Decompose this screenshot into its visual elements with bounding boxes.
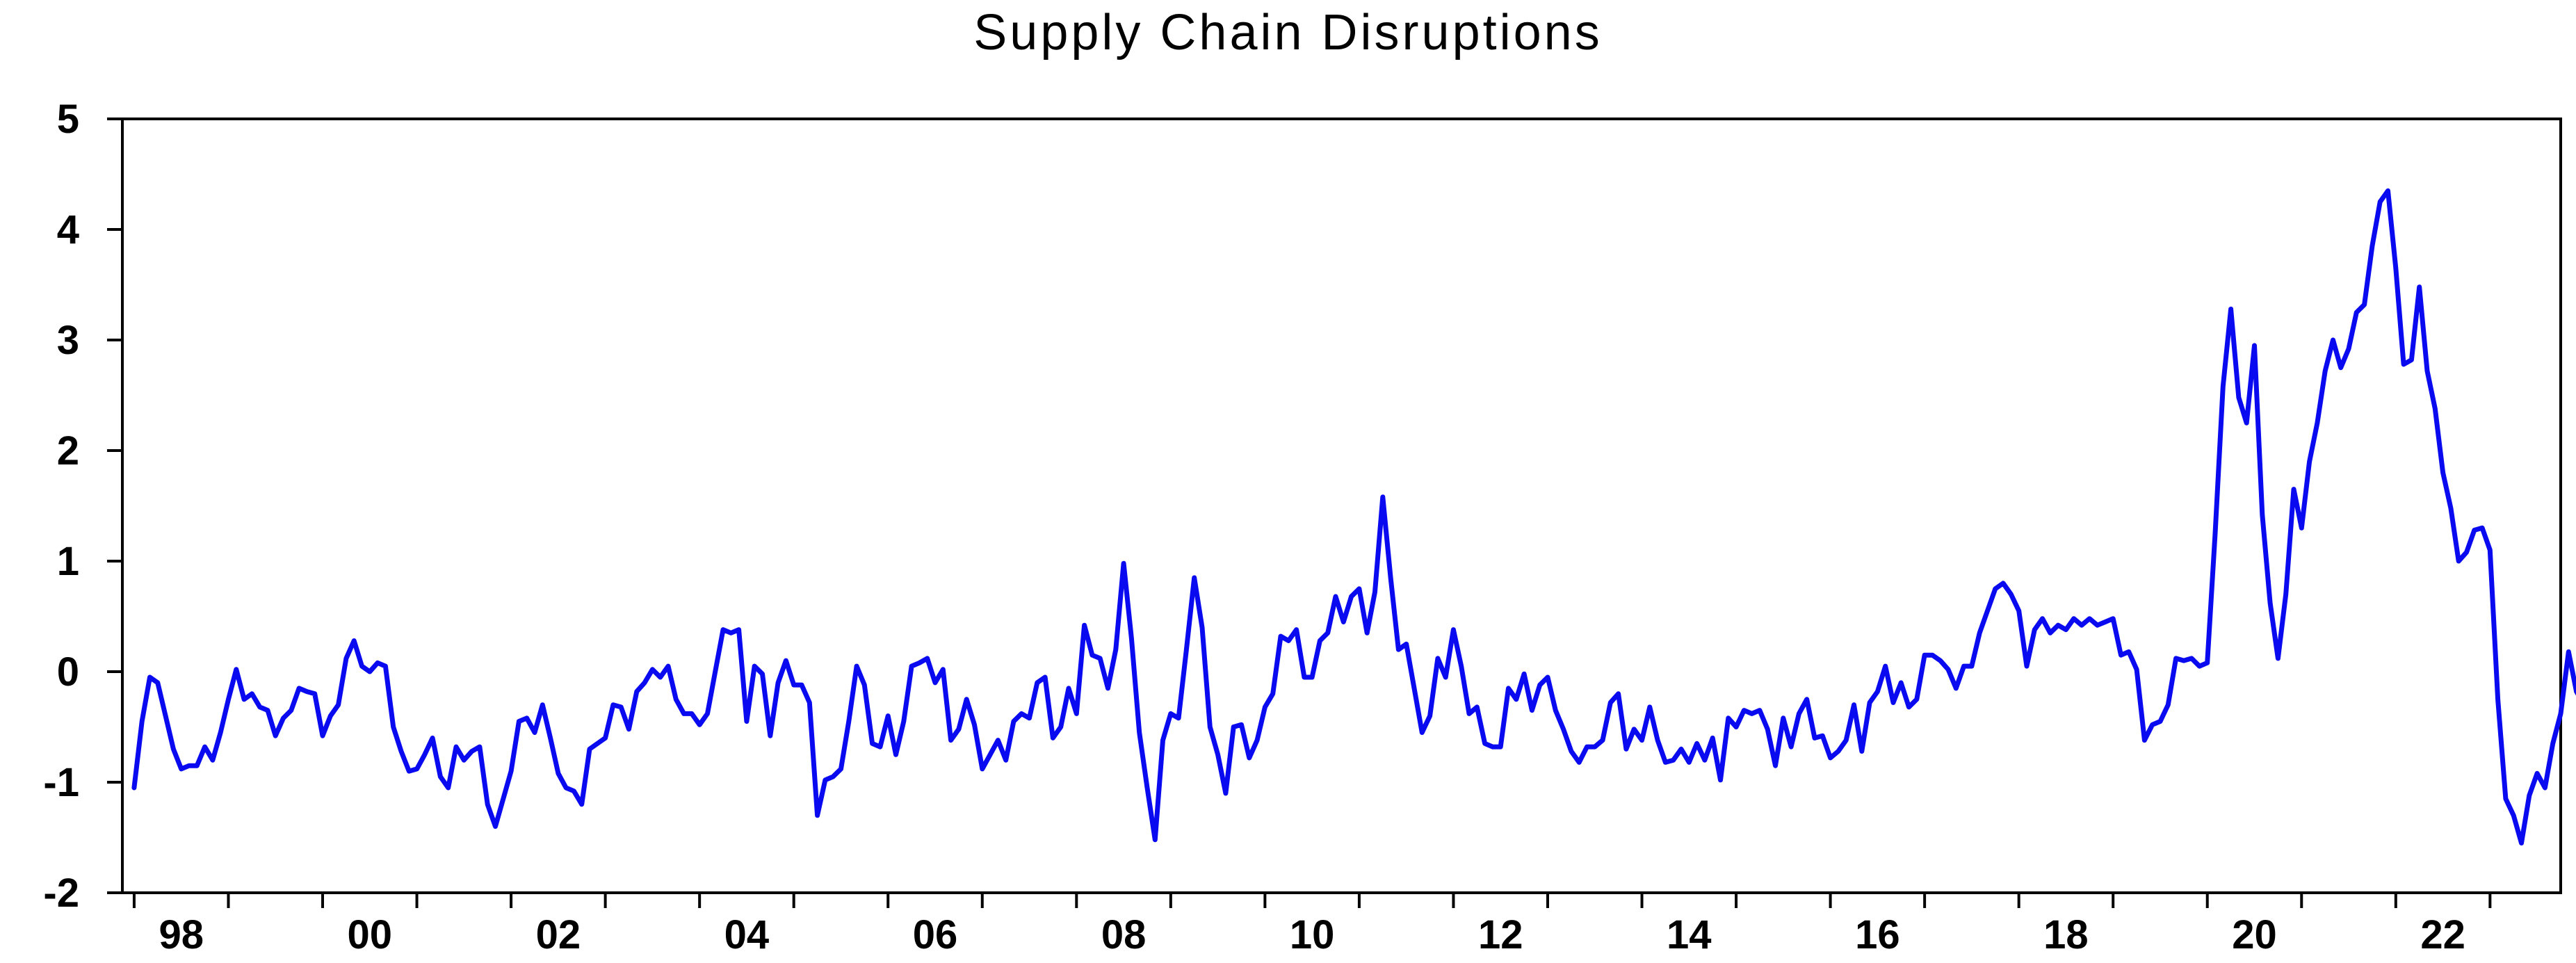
x-tick-label: 22 (2420, 912, 2465, 957)
y-tick-label: -1 (43, 760, 79, 805)
x-tick-label: 00 (348, 912, 393, 957)
x-tick-label: 14 (1667, 912, 1712, 957)
x-tick-label: 20 (2232, 912, 2277, 957)
x-tick-label: 06 (913, 912, 958, 957)
y-tick-label: 2 (57, 428, 79, 474)
chart-title: Supply Chain Disruptions (973, 5, 1603, 60)
y-tick-label: -2 (43, 871, 79, 916)
series-line (131, 188, 2576, 845)
x-tick-label: 12 (1478, 912, 1523, 957)
y-tick-label: 3 (57, 318, 79, 363)
y-tick-label: 5 (57, 97, 79, 142)
x-tick-label: 02 (536, 912, 581, 957)
series-line-layer (131, 188, 2576, 845)
x-tick-label: 08 (1101, 912, 1147, 957)
x-tick-label: 16 (1855, 912, 1900, 957)
y-tick-label: 4 (57, 207, 79, 252)
y-tick-label: 1 (57, 539, 79, 584)
x-tick-label: 10 (1290, 912, 1335, 957)
y-tick-label: 0 (57, 649, 79, 695)
x-tick-label: 04 (724, 912, 770, 957)
x-tick-label: 98 (159, 912, 204, 957)
x-tick-label: 18 (2043, 912, 2089, 957)
plot-frame (121, 118, 2562, 894)
axes (107, 118, 2562, 908)
